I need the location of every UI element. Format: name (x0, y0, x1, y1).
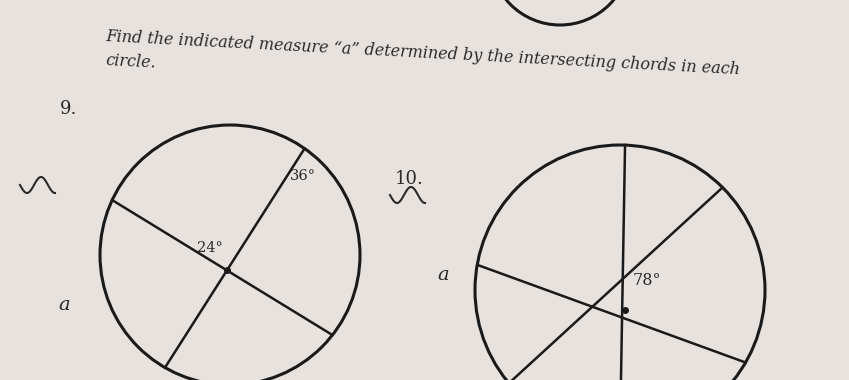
Text: a: a (437, 266, 448, 284)
Text: a: a (58, 296, 70, 314)
Text: 9.: 9. (60, 100, 77, 118)
Text: 10.: 10. (395, 170, 424, 188)
Text: circle.: circle. (105, 52, 156, 71)
Text: 78°: 78° (633, 272, 661, 289)
Text: Find the indicated measure “a” determined by the intersecting chords in each: Find the indicated measure “a” determine… (105, 28, 740, 78)
Text: 36°: 36° (290, 169, 316, 183)
Text: 24°: 24° (197, 241, 222, 255)
